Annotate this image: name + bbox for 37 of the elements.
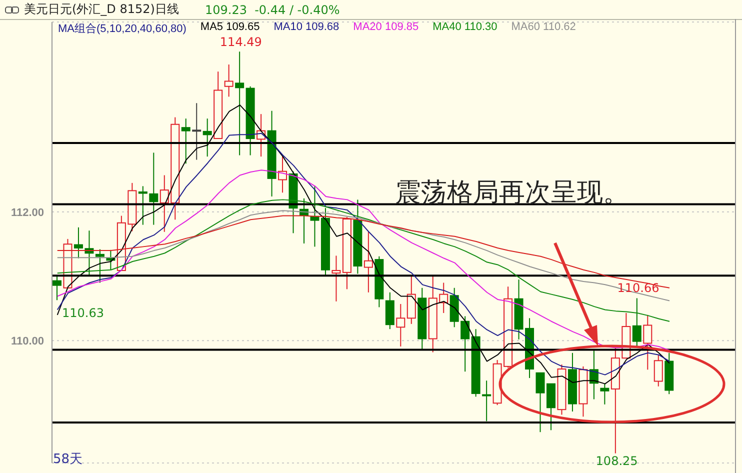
annotation: 110.63: [62, 306, 104, 320]
candlestick: [224, 64, 234, 98]
annotation: 110.66: [617, 281, 660, 296]
chart-title: 美元日元(外汇_D 8152)日线: [24, 1, 179, 18]
candlestick: [643, 314, 652, 370]
candlestick: [600, 383, 610, 405]
candlestick: [632, 298, 642, 347]
candlestick: [482, 380, 492, 422]
candlestick: [192, 102, 202, 160]
candlestick: [52, 276, 62, 301]
line-series: [56, 170, 670, 351]
y-tick-label: 112.00: [10, 206, 44, 219]
candlestick: [202, 118, 212, 158]
text: MA20 109.85: [353, 21, 419, 35]
candlestick: [654, 354, 663, 387]
candlestick: [332, 255, 341, 302]
chart-subtitle: 109.23 -0.44 / -0.40%: [204, 2, 340, 16]
annotation: 震荡格局再次呈现。: [395, 177, 629, 210]
candlestick: [385, 292, 394, 330]
candlestick: [95, 248, 104, 284]
candlestick: [235, 51, 244, 156]
candlestick: [406, 276, 416, 324]
annotation: 108.25: [596, 454, 638, 468]
annotation: 58天: [53, 451, 83, 468]
candlestick: [364, 231, 373, 293]
candlestick: [149, 152, 158, 226]
text: MA5 109.65: [200, 21, 260, 35]
candlestick: [138, 186, 148, 226]
candlestick: [396, 303, 406, 347]
text: MA10 109.68: [274, 21, 340, 35]
candlestick: [181, 118, 190, 164]
annotation: 114.49: [220, 34, 262, 49]
text: MA40 110.30: [432, 21, 498, 35]
y-tick-label: 110.00: [10, 336, 44, 348]
legend-title: MA组合(5,10,20,40,60,80): [58, 22, 186, 36]
text: MA60 110.62: [511, 21, 576, 35]
line-series: [56, 210, 670, 302]
